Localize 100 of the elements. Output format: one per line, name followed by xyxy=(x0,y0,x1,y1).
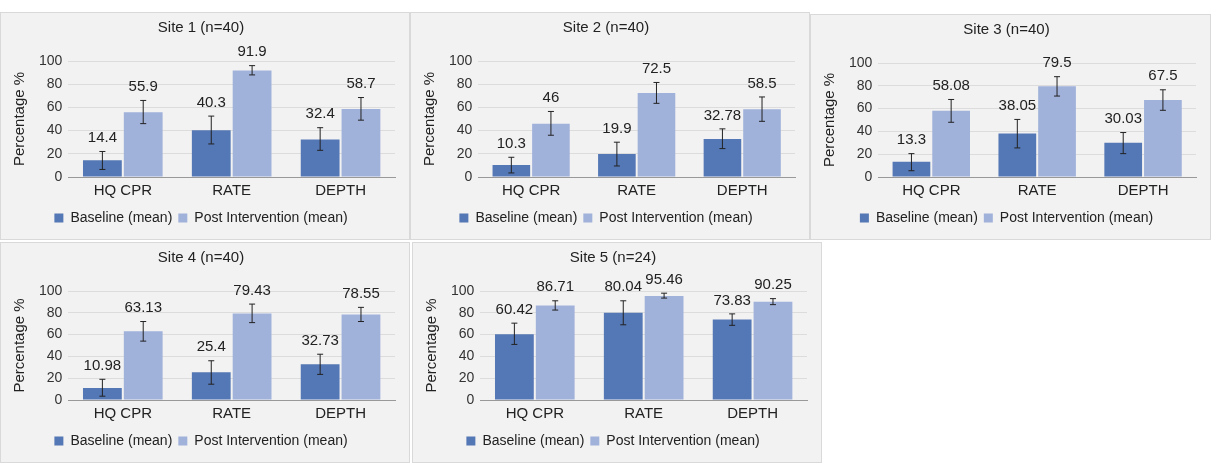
x-tick-label: HQ CPR xyxy=(93,181,153,199)
bar xyxy=(637,92,676,177)
x-tick-label: RATE xyxy=(212,181,252,199)
data-label: 46 xyxy=(542,88,560,106)
data-label: 13.3 xyxy=(896,130,927,148)
y-tick-label: 40 xyxy=(46,121,63,138)
data-label: 73.83 xyxy=(713,290,751,308)
data-label: 30.03 xyxy=(1104,109,1142,127)
y-tick-label: 40 xyxy=(46,347,63,364)
legend-label: Baseline (mean) xyxy=(875,208,978,225)
data-label: 79.5 xyxy=(1042,53,1072,71)
legend-label: Baseline (mean) xyxy=(482,431,585,448)
bar xyxy=(1104,142,1143,177)
y-tick-label: 80 xyxy=(46,303,63,320)
bar xyxy=(494,334,534,400)
y-tick-label: 60 xyxy=(46,98,63,115)
bar xyxy=(341,108,381,177)
y-axis-title: Percentage % xyxy=(10,71,28,167)
legend-label: Baseline (mean) xyxy=(70,431,173,448)
bar xyxy=(232,70,272,177)
chart-title: Site 4 (n=40) xyxy=(157,248,245,266)
y-tick-label: 100 xyxy=(39,281,63,298)
y-tick-label: 100 xyxy=(39,51,63,68)
y-tick-label: 20 xyxy=(46,369,63,386)
y-tick-label: 0 xyxy=(464,167,473,184)
x-tick-label: HQ CPR xyxy=(501,181,561,199)
y-tick-label: 0 xyxy=(466,390,475,407)
y-tick-label: 0 xyxy=(864,167,873,184)
x-tick-label: DEPTH xyxy=(1117,181,1169,199)
bar xyxy=(998,133,1037,177)
bar xyxy=(753,301,793,400)
chart-title: Site 5 (n=24) xyxy=(569,248,657,266)
bar xyxy=(703,138,742,177)
data-label: 32.4 xyxy=(305,104,335,122)
data-label: 60.42 xyxy=(495,299,534,317)
data-label: 72.5 xyxy=(641,59,672,77)
bar xyxy=(1038,86,1076,177)
y-tick-label: 20 xyxy=(46,144,63,161)
y-axis-title: Percentage % xyxy=(422,298,440,393)
data-label: 63.13 xyxy=(124,298,162,316)
data-label: 95.46 xyxy=(645,269,683,287)
chart-title: Site 3 (n=40) xyxy=(963,20,1050,38)
data-label: 91.9 xyxy=(237,42,267,60)
data-label: 58.7 xyxy=(346,74,376,92)
data-label: 40.3 xyxy=(196,92,226,110)
data-label: 80.04 xyxy=(604,277,643,295)
data-label: 10.3 xyxy=(496,133,526,151)
x-tick-label: DEPTH xyxy=(727,404,778,422)
x-tick-label: RATE xyxy=(212,404,252,422)
bar xyxy=(341,314,381,400)
y-axis-title: Percentage % xyxy=(820,72,838,168)
data-label: 67.5 xyxy=(1148,66,1178,84)
x-tick-label: HQ CPR xyxy=(93,404,153,422)
bar xyxy=(535,305,575,400)
x-tick-label: HQ CPR xyxy=(505,404,565,422)
x-tick-label: RATE xyxy=(1017,181,1057,199)
x-tick-label: DEPTH xyxy=(315,181,366,199)
bar xyxy=(644,295,684,400)
bar xyxy=(492,165,531,177)
bar xyxy=(300,139,340,177)
y-tick-label: 80 xyxy=(856,76,873,93)
legend-label: Baseline (mean) xyxy=(70,208,173,225)
y-tick-label: 0 xyxy=(54,390,63,407)
y-tick-label: 60 xyxy=(456,98,473,115)
y-tick-label: 20 xyxy=(856,145,873,162)
data-label: 78.55 xyxy=(342,283,380,301)
x-tick-label: DEPTH xyxy=(716,181,768,199)
y-tick-label: 60 xyxy=(46,325,63,342)
x-tick-label: HQ CPR xyxy=(902,181,961,199)
bar xyxy=(191,130,231,177)
y-axis-title: Percentage % xyxy=(420,71,438,167)
legend-label: Post Intervention (mean) xyxy=(194,208,348,225)
y-tick-label: 20 xyxy=(458,369,475,386)
y-tick-label: 100 xyxy=(451,281,475,298)
y-tick-label: 40 xyxy=(856,122,873,139)
legend-label: Post Intervention (mean) xyxy=(999,208,1154,225)
bar xyxy=(743,109,781,177)
data-label: 32.78 xyxy=(703,105,742,123)
data-label: 14.4 xyxy=(87,128,117,146)
legend-label: Post Intervention (mean) xyxy=(606,431,760,448)
data-label: 55.9 xyxy=(128,77,158,95)
y-tick-label: 20 xyxy=(456,144,473,161)
data-label: 19.9 xyxy=(602,118,632,136)
bar xyxy=(932,110,971,177)
data-label: 25.4 xyxy=(196,337,226,355)
bar xyxy=(532,123,570,177)
bar xyxy=(892,161,931,177)
x-tick-label: RATE xyxy=(624,404,664,422)
chart-title: Site 1 (n=40) xyxy=(157,18,245,36)
bar xyxy=(123,331,163,400)
bar xyxy=(300,364,340,400)
bar xyxy=(598,153,636,177)
bar xyxy=(191,372,231,400)
bar xyxy=(232,313,272,400)
data-label: 58.5 xyxy=(747,73,777,91)
bar xyxy=(82,388,122,400)
legend-label: Baseline (mean) xyxy=(475,208,578,225)
data-label: 32.73 xyxy=(301,330,339,348)
bar xyxy=(123,112,163,177)
data-label: 58.08 xyxy=(932,76,970,94)
